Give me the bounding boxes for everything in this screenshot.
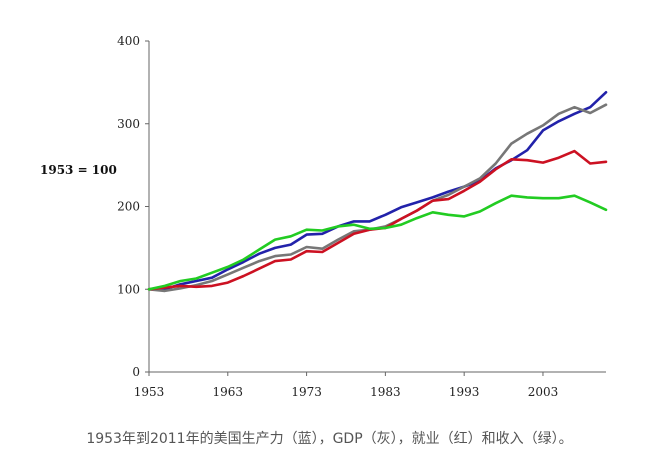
- x-tick-label: 2003: [528, 385, 559, 399]
- y-axis-ticks: 0 100 200 300 400: [117, 34, 149, 379]
- y-tick-label: 200: [117, 200, 140, 214]
- x-tick-label: 1953: [134, 385, 165, 399]
- x-tick-label: 1973: [291, 385, 322, 399]
- x-tick-label: 1993: [449, 385, 480, 399]
- income-line: [147, 194, 608, 291]
- x-tick-label: 1983: [370, 385, 401, 399]
- figure-caption: 1953年到2011年的美国生产力（蓝），GDP（灰），就业（红）和收入（绿）。: [86, 431, 573, 447]
- y-tick-label: 100: [117, 282, 140, 296]
- axes: [148, 41, 606, 373]
- x-tick-label: 1963: [213, 385, 244, 399]
- productivity-line: [147, 91, 608, 291]
- y-tick-label: 300: [117, 117, 140, 131]
- series-lines: [147, 91, 608, 293]
- y-tick-label: 400: [117, 34, 140, 48]
- y-axis-title: 1953 = 100: [40, 163, 117, 177]
- employment-line: [147, 149, 608, 291]
- x-axis-ticks: 1953 1963 1973 1983 1993 2003: [134, 372, 559, 399]
- y-tick-label: 0: [132, 365, 140, 379]
